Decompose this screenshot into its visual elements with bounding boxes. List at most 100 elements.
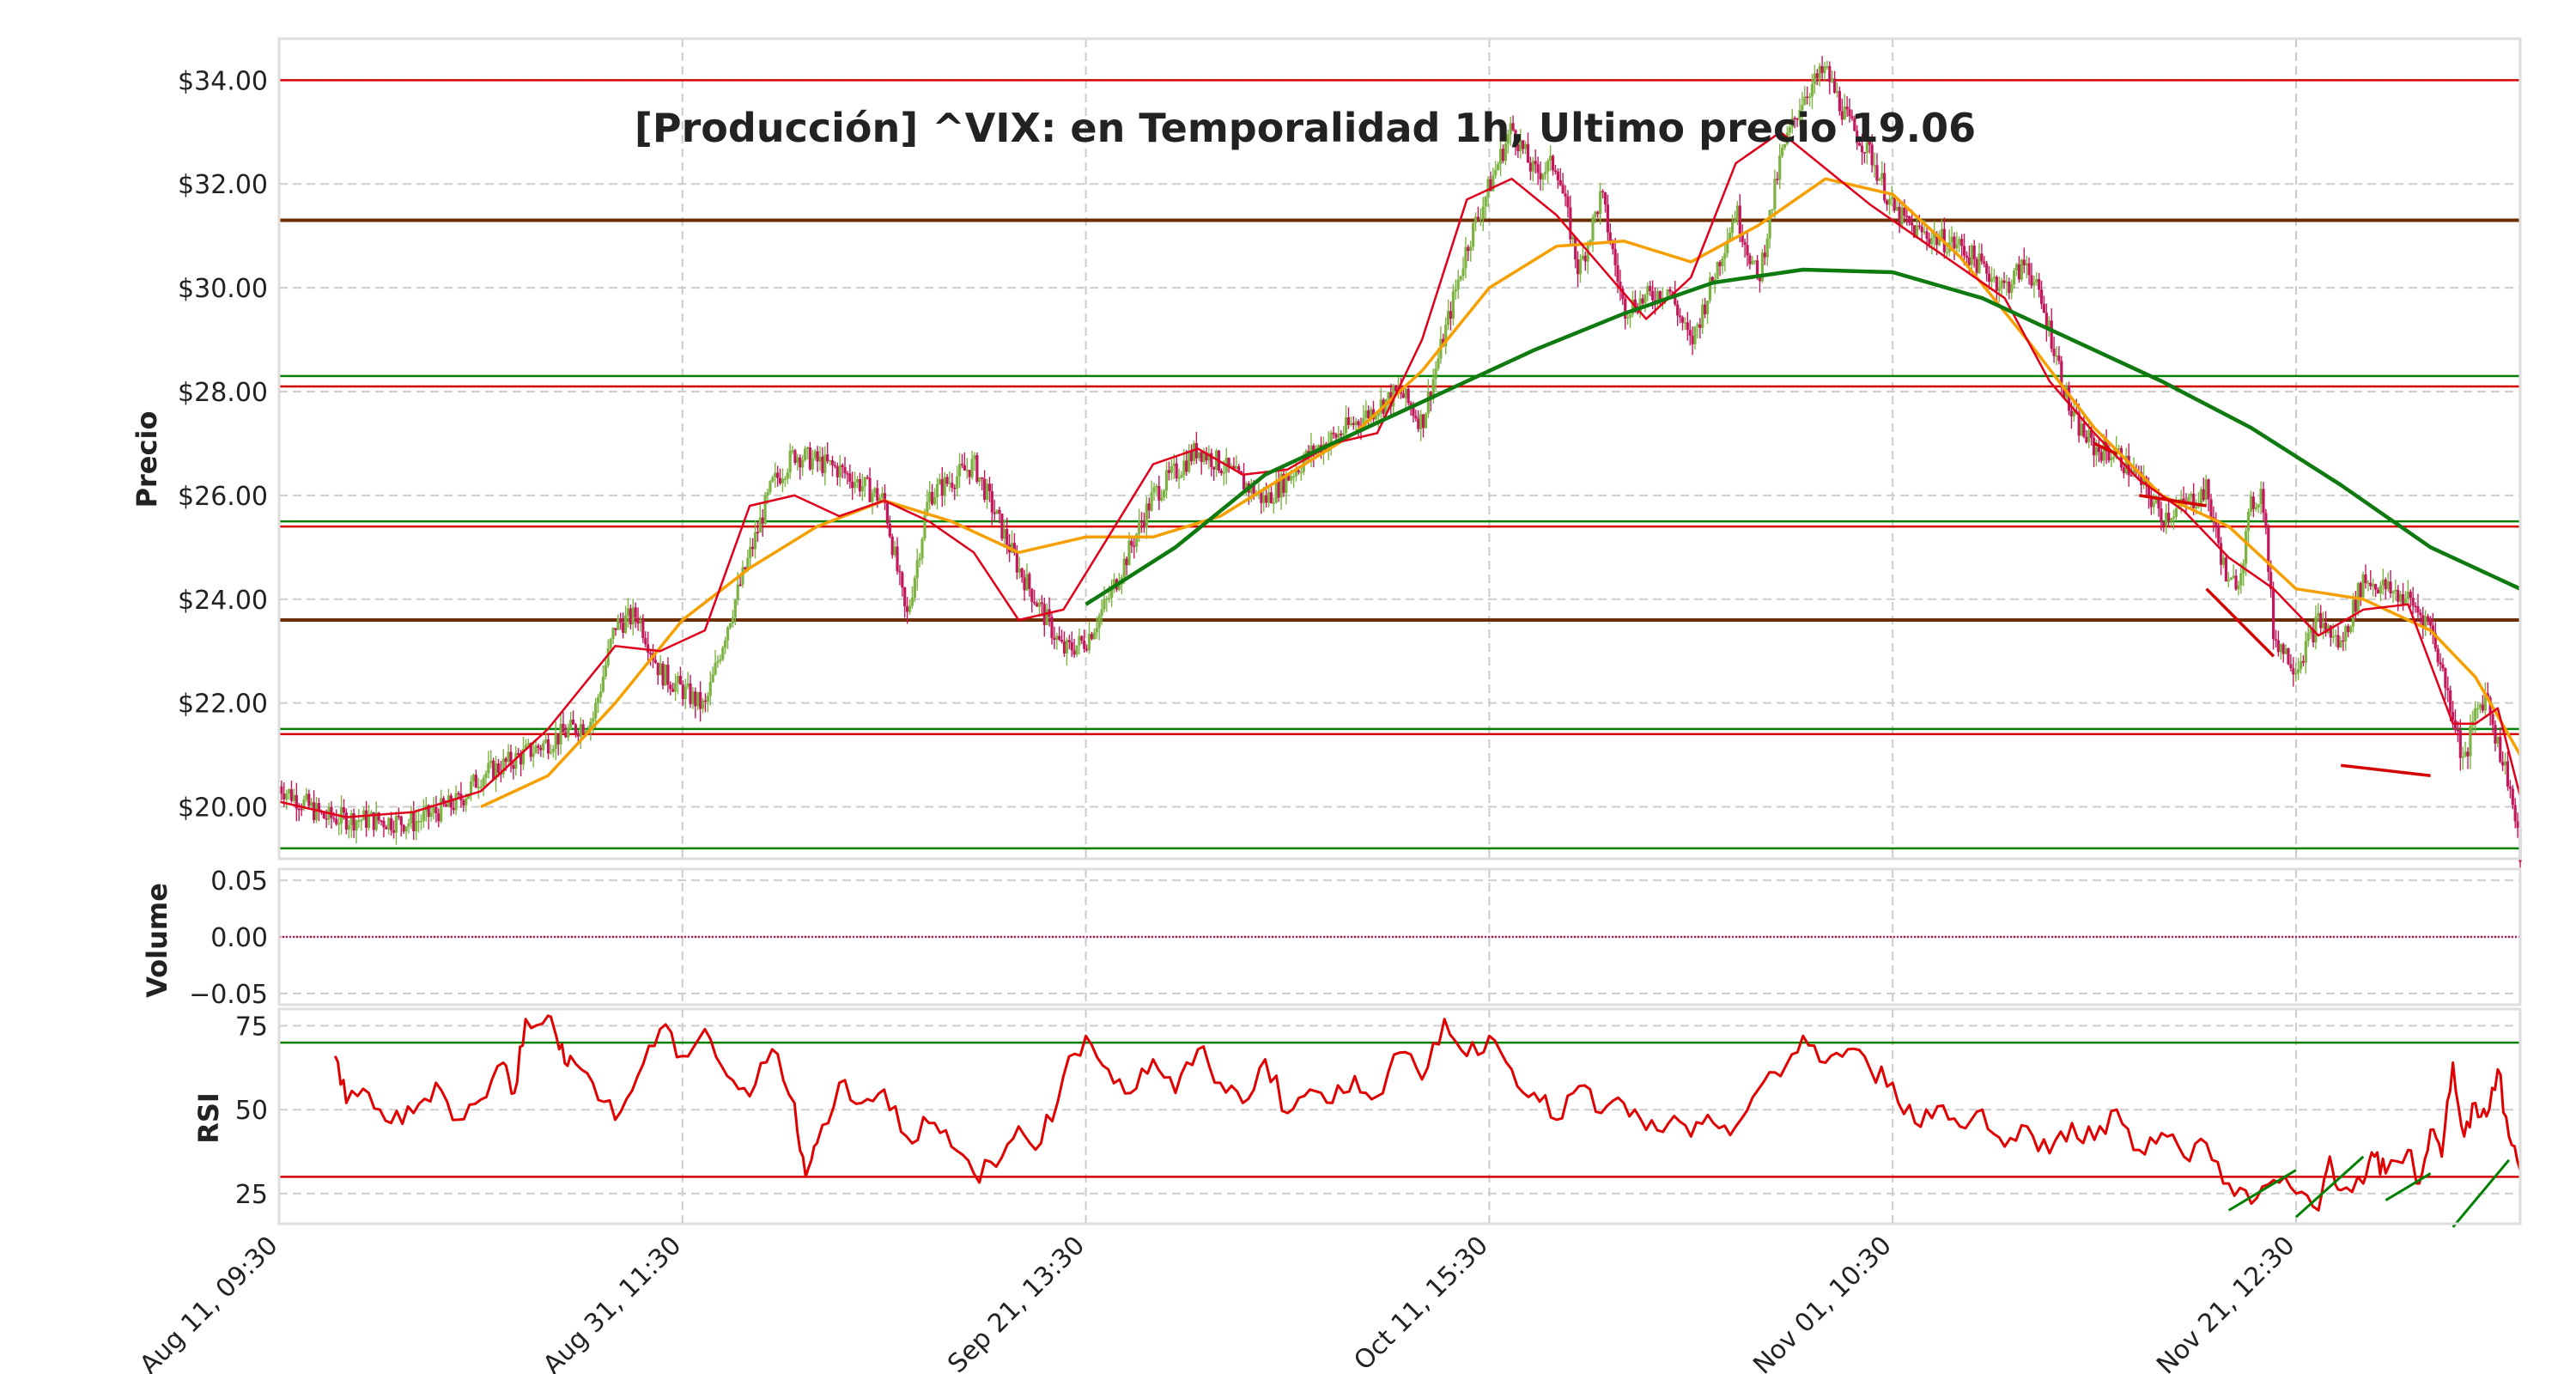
candle-body (1651, 291, 1655, 301)
candle-body (1990, 278, 1994, 283)
candle-body (2496, 737, 2500, 744)
candle-body (1163, 490, 1166, 498)
candle-body (1133, 545, 1136, 547)
candle-body (1807, 96, 1812, 98)
candle-body (2269, 572, 2273, 589)
candle-body (1960, 239, 1964, 246)
candle-body (465, 798, 468, 806)
candle-body (1781, 148, 1784, 156)
candle-body (1845, 106, 1849, 110)
candle-body (2301, 660, 2306, 663)
candle-body (344, 812, 348, 830)
price-y-tick-label: $30.00 (178, 274, 268, 304)
candle-body (1110, 587, 1114, 599)
candle-body (981, 477, 984, 479)
candle-body (1509, 123, 1512, 135)
candle-body (1352, 423, 1355, 425)
candle-body (374, 812, 378, 830)
candle-body (890, 536, 894, 556)
candle-body (1489, 179, 1492, 192)
candle-body (1177, 477, 1181, 479)
candle-body (1147, 503, 1151, 511)
candle-body (1092, 632, 1096, 640)
candle-body (1578, 259, 1583, 275)
candle-body (1760, 252, 1765, 282)
candle-body (915, 560, 919, 579)
candle-body (1674, 293, 1677, 305)
candle-body (1613, 249, 1617, 265)
candle-body (1192, 443, 1196, 461)
price-panel-frame (277, 37, 2522, 860)
candle-body (1619, 281, 1622, 289)
candle-body (2224, 557, 2228, 582)
candle-body (546, 739, 550, 754)
candle-body (1923, 231, 1926, 234)
candle-body (614, 628, 617, 630)
candle-body (1170, 465, 1173, 473)
candle-body (2351, 599, 2355, 627)
candle-body (1826, 65, 1829, 68)
candle-body (2221, 557, 2226, 565)
candle-body (532, 753, 535, 757)
candle-body (2187, 496, 2190, 505)
candle-body (2194, 507, 2198, 508)
candle-body (2097, 447, 2100, 453)
candle-body (1688, 330, 1692, 336)
candle-body (1915, 225, 1919, 238)
candle-body (1172, 463, 1176, 466)
candle-body (604, 665, 607, 677)
candle-body (330, 806, 333, 818)
candle-body (1710, 277, 1714, 282)
candle-body (559, 723, 562, 745)
candle-body (1364, 410, 1368, 418)
candle-body (2085, 436, 2088, 443)
candle-body (2426, 616, 2430, 619)
candle-body (2411, 598, 2415, 606)
candle-body (769, 481, 772, 493)
candle-body (885, 502, 889, 524)
candle-body (1524, 143, 1528, 149)
candle-body (708, 682, 712, 696)
candle-body (951, 483, 954, 488)
candle-body (1105, 599, 1109, 600)
candle-body (1346, 416, 1351, 425)
candle-body (990, 490, 993, 513)
candle-body (1210, 453, 1213, 467)
candle-body (666, 664, 670, 685)
candle-body (1900, 207, 1904, 225)
candle-body (592, 718, 595, 722)
candle-body (1354, 421, 1358, 425)
rsi-y-tick-label: 50 (235, 1096, 268, 1126)
candle-body (1795, 119, 1799, 120)
candle-body (1569, 207, 1572, 240)
candle-body (322, 812, 325, 818)
candle-body (898, 571, 902, 573)
candle-body (2386, 581, 2390, 590)
rsi-line (333, 1014, 2522, 1212)
candle-body (1447, 311, 1450, 325)
candle-body (2503, 761, 2507, 766)
candle-body (749, 546, 752, 558)
candle-body (653, 660, 657, 663)
candle-body (1085, 648, 1089, 651)
candle-body (1244, 483, 1249, 490)
candle-body (1765, 238, 1769, 258)
candle-body (1030, 588, 1034, 602)
candle-body (1544, 171, 1547, 175)
candle-body (1643, 295, 1647, 304)
candle-body (2474, 708, 2477, 721)
candle-body (1790, 118, 1794, 128)
candle-body (2344, 626, 2348, 641)
candle-body (594, 702, 598, 719)
candle-body (2366, 582, 2370, 585)
candle-body (2451, 712, 2455, 720)
candle-body (1005, 529, 1009, 545)
candle-body (1917, 225, 1921, 228)
candle-body (1033, 601, 1036, 604)
candle-body (975, 455, 979, 483)
candle-body (1716, 262, 1719, 280)
candle-body (1626, 317, 1630, 319)
candle-body (292, 794, 296, 801)
candle-body (2456, 730, 2460, 732)
candle-body (1367, 410, 1370, 419)
